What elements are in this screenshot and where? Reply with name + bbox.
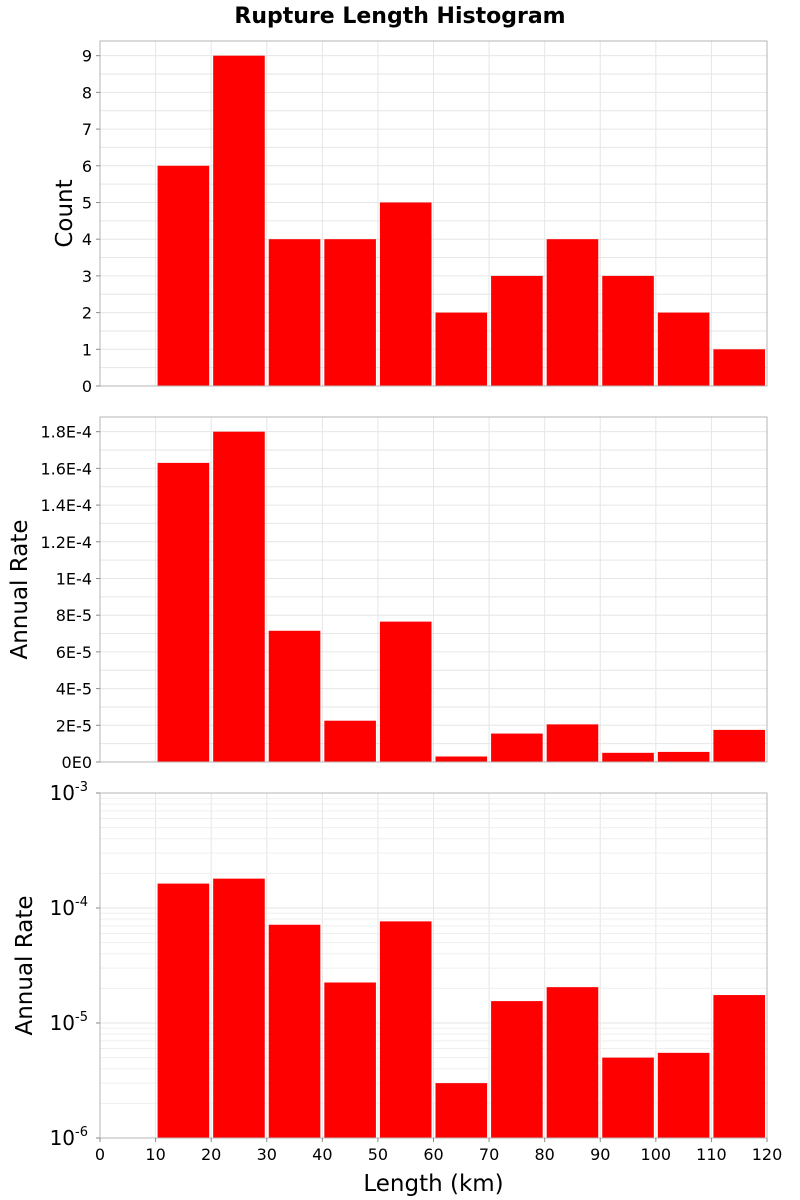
- bar-70-80: [491, 275, 543, 386]
- bar-80-90: [546, 724, 599, 762]
- y-tick-label: 8: [82, 83, 92, 102]
- bar-60-70: [435, 1083, 488, 1138]
- bar-60-70: [435, 756, 488, 762]
- bar-90-100: [602, 1057, 654, 1138]
- y-tick-label: 10-6: [50, 1125, 88, 1150]
- y-tick-label: 3: [82, 267, 92, 286]
- chart-title: Rupture Length Histogram: [234, 4, 565, 29]
- x-axis-ticks: 0 10 20 30 40 50 60 70 80 90 100 110 120: [95, 1138, 782, 1164]
- chart-panels: 0 1 2 3 4 5 6 7 8 9 Count 0E0 2E-5 4E-5 6E-5 8E-5 1E-4 1.…: [7, 40, 782, 1197]
- x-tick-label: 100: [641, 1145, 672, 1164]
- x-tick-label: 60: [423, 1145, 443, 1164]
- bars: [157, 55, 765, 387]
- y-axis-ticks: 10-6 10-5 10-4 10-3: [50, 780, 100, 1150]
- y-tick-label: 5: [82, 193, 92, 212]
- panel-2: 0E0 2E-5 4E-5 6E-5 8E-5 1E-4 1.2E-4 1.4E-4 1.6E-…: [7, 416, 768, 772]
- bar-50-60: [379, 921, 432, 1138]
- bars: [157, 878, 765, 1138]
- bar-40-50: [324, 239, 376, 386]
- y-axis-ticks: 0E0 2E-5 4E-5 6E-5 8E-5 1E-4 1.2E-4 1.4E-4 1.6E-…: [40, 423, 100, 772]
- x-tick-label: 0: [95, 1145, 105, 1164]
- bar-40-50: [324, 982, 376, 1138]
- bar-10-20: [157, 165, 210, 386]
- x-tick-label: 90: [590, 1145, 610, 1164]
- x-axis-label: Length (km): [363, 1171, 503, 1197]
- bar-110-120: [713, 729, 765, 762]
- y-tick-label: 1.6E-4: [40, 459, 92, 478]
- bar-70-80: [491, 1001, 543, 1138]
- y-tick-label: 6: [82, 157, 92, 176]
- bar-20-30: [213, 431, 265, 762]
- bar-50-60: [379, 202, 432, 386]
- y-tick-label: 4: [82, 230, 92, 249]
- y-tick-label: 1.4E-4: [40, 496, 92, 515]
- x-tick-label: 80: [534, 1145, 554, 1164]
- bar-110-120: [713, 349, 765, 386]
- bar-80-90: [546, 239, 599, 386]
- bar-10-20: [157, 883, 210, 1138]
- y-tick-label: 1: [82, 340, 92, 359]
- y-tick-label: 2E-5: [56, 716, 92, 735]
- plot-frame: [99, 40, 768, 387]
- y-tick-label: 4E-5: [56, 680, 92, 699]
- y-tick-label: 7: [82, 120, 92, 139]
- bar-100-110: [657, 1052, 710, 1138]
- x-tick-label: 110: [696, 1145, 727, 1164]
- bar-110-120: [713, 995, 765, 1138]
- panel-1: 0 1 2 3 4 5 6 7 8 9 Count: [52, 40, 768, 396]
- y-tick-label: 1.2E-4: [40, 533, 92, 552]
- bar-10-20: [157, 462, 210, 762]
- grid: [99, 792, 768, 1139]
- y-axis-label: Annual Rate: [12, 896, 38, 1036]
- y-tick-label: 6E-5: [56, 643, 92, 662]
- bar-20-30: [213, 55, 265, 387]
- grid: [99, 417, 768, 763]
- x-tick-label: 20: [201, 1145, 221, 1164]
- x-tick-label: 120: [752, 1145, 783, 1164]
- y-tick-label: 8E-5: [56, 606, 92, 625]
- bar-30-40: [268, 239, 321, 386]
- y-axis-label: Count: [52, 179, 78, 247]
- bars: [157, 431, 765, 762]
- panel-3: 10-6 10-5 10-4 10-3 Annual Rate 0 10 20 30 40 50 60…: [12, 780, 782, 1197]
- x-tick-label: 70: [479, 1145, 499, 1164]
- bar-50-60: [379, 621, 432, 762]
- y-axis-ticks: 0 1 2 3 4 5 6 7 8 9: [82, 47, 100, 396]
- bar-20-30: [213, 878, 265, 1138]
- y-tick-label: 0: [82, 377, 92, 396]
- y-tick-label: 9: [82, 47, 92, 66]
- y-tick-label: 10-3: [50, 780, 88, 805]
- plot-frame: [99, 416, 768, 763]
- bar-60-70: [435, 312, 488, 386]
- x-tick-label: 10: [145, 1145, 165, 1164]
- bar-100-110: [657, 312, 710, 386]
- bar-100-110: [657, 751, 710, 762]
- bar-70-80: [491, 733, 543, 762]
- y-tick-label: 10-5: [50, 1010, 88, 1035]
- bar-90-100: [602, 752, 654, 762]
- y-tick-label: 10-4: [50, 895, 88, 920]
- bar-40-50: [324, 720, 376, 762]
- bar-30-40: [268, 630, 321, 762]
- y-tick-label: 1E-4: [56, 569, 92, 588]
- y-axis-label: Annual Rate: [7, 520, 33, 660]
- bar-30-40: [268, 924, 321, 1138]
- y-tick-label: 2: [82, 304, 92, 323]
- x-tick-label: 50: [368, 1145, 388, 1164]
- y-tick-label: 0E0: [62, 753, 92, 772]
- x-tick-label: 30: [257, 1145, 277, 1164]
- bar-90-100: [602, 275, 654, 386]
- x-tick-label: 40: [312, 1145, 332, 1164]
- bar-80-90: [546, 987, 599, 1138]
- y-tick-label: 1.8E-4: [40, 423, 92, 442]
